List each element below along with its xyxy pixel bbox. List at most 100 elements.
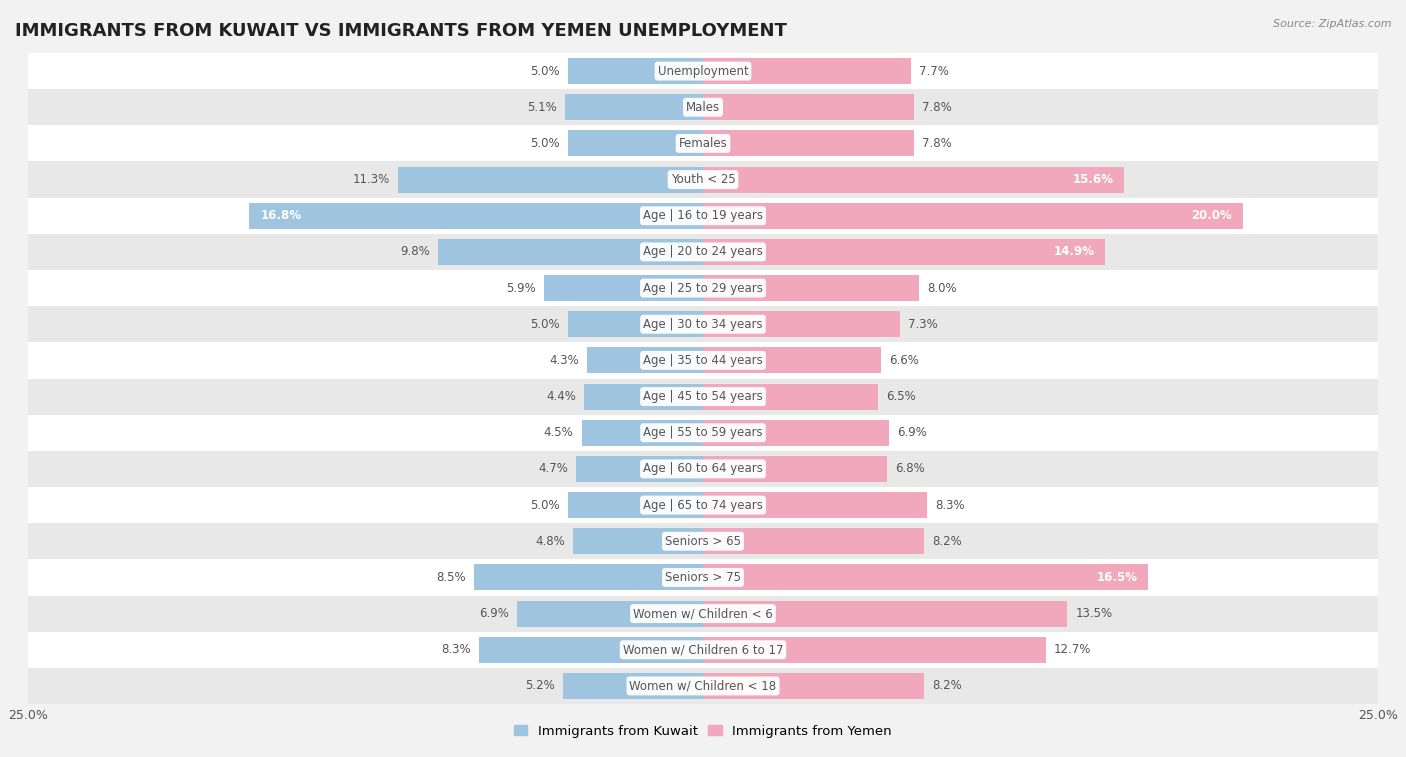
Bar bbox=[565, 94, 703, 120]
Legend: Immigrants from Kuwait, Immigrants from Yemen: Immigrants from Kuwait, Immigrants from … bbox=[509, 719, 897, 743]
Bar bbox=[28, 306, 1378, 342]
Text: 7.7%: 7.7% bbox=[920, 64, 949, 77]
Text: 8.3%: 8.3% bbox=[935, 499, 965, 512]
Bar bbox=[703, 565, 1149, 590]
Text: Source: ZipAtlas.com: Source: ZipAtlas.com bbox=[1274, 19, 1392, 29]
Bar bbox=[517, 600, 703, 627]
Text: 20.0%: 20.0% bbox=[1191, 209, 1232, 223]
Bar bbox=[703, 94, 914, 120]
Bar bbox=[703, 239, 1105, 265]
Text: 5.1%: 5.1% bbox=[527, 101, 557, 114]
Text: Women w/ Children < 6: Women w/ Children < 6 bbox=[633, 607, 773, 620]
Text: Seniors > 75: Seniors > 75 bbox=[665, 571, 741, 584]
Text: Age | 35 to 44 years: Age | 35 to 44 years bbox=[643, 354, 763, 367]
Text: 7.8%: 7.8% bbox=[922, 137, 952, 150]
Bar bbox=[28, 415, 1378, 451]
Bar bbox=[28, 234, 1378, 270]
Text: 9.8%: 9.8% bbox=[401, 245, 430, 258]
Text: Age | 65 to 74 years: Age | 65 to 74 years bbox=[643, 499, 763, 512]
Bar bbox=[582, 419, 703, 446]
Bar bbox=[703, 167, 1125, 192]
Bar bbox=[28, 523, 1378, 559]
Text: 16.5%: 16.5% bbox=[1097, 571, 1137, 584]
Bar bbox=[28, 487, 1378, 523]
Text: 8.2%: 8.2% bbox=[932, 534, 962, 548]
Bar bbox=[28, 559, 1378, 596]
Bar bbox=[703, 347, 882, 373]
Text: 4.4%: 4.4% bbox=[547, 390, 576, 403]
Bar bbox=[703, 528, 924, 554]
Bar bbox=[568, 311, 703, 338]
Bar bbox=[28, 631, 1378, 668]
Text: 4.8%: 4.8% bbox=[536, 534, 565, 548]
Text: Women w/ Children 6 to 17: Women w/ Children 6 to 17 bbox=[623, 643, 783, 656]
Bar bbox=[28, 126, 1378, 161]
Text: 5.0%: 5.0% bbox=[530, 137, 560, 150]
Text: 5.0%: 5.0% bbox=[530, 318, 560, 331]
Text: Age | 55 to 59 years: Age | 55 to 59 years bbox=[643, 426, 763, 439]
Text: 8.2%: 8.2% bbox=[932, 680, 962, 693]
Text: Males: Males bbox=[686, 101, 720, 114]
Bar bbox=[585, 384, 703, 410]
Bar bbox=[703, 456, 887, 482]
Bar bbox=[703, 384, 879, 410]
Text: Age | 45 to 54 years: Age | 45 to 54 years bbox=[643, 390, 763, 403]
Text: 16.8%: 16.8% bbox=[260, 209, 301, 223]
Text: Age | 30 to 34 years: Age | 30 to 34 years bbox=[643, 318, 763, 331]
Text: 8.5%: 8.5% bbox=[436, 571, 465, 584]
Bar bbox=[568, 58, 703, 84]
Text: Age | 16 to 19 years: Age | 16 to 19 years bbox=[643, 209, 763, 223]
Text: IMMIGRANTS FROM KUWAIT VS IMMIGRANTS FROM YEMEN UNEMPLOYMENT: IMMIGRANTS FROM KUWAIT VS IMMIGRANTS FRO… bbox=[14, 22, 786, 40]
Text: 5.9%: 5.9% bbox=[506, 282, 536, 294]
Text: 5.0%: 5.0% bbox=[530, 499, 560, 512]
Bar bbox=[703, 203, 1243, 229]
Text: 11.3%: 11.3% bbox=[353, 173, 389, 186]
Bar bbox=[703, 673, 924, 699]
Bar bbox=[479, 637, 703, 663]
Text: 6.9%: 6.9% bbox=[897, 426, 927, 439]
Bar bbox=[576, 456, 703, 482]
Bar bbox=[28, 342, 1378, 378]
Text: 4.7%: 4.7% bbox=[538, 463, 568, 475]
Bar bbox=[28, 161, 1378, 198]
Text: Seniors > 65: Seniors > 65 bbox=[665, 534, 741, 548]
Bar bbox=[568, 130, 703, 157]
Bar bbox=[703, 492, 927, 518]
Bar bbox=[28, 89, 1378, 126]
Text: 15.6%: 15.6% bbox=[1073, 173, 1114, 186]
Text: Youth < 25: Youth < 25 bbox=[671, 173, 735, 186]
Bar bbox=[703, 58, 911, 84]
Bar bbox=[28, 53, 1378, 89]
Text: 12.7%: 12.7% bbox=[1054, 643, 1091, 656]
Text: Age | 20 to 24 years: Age | 20 to 24 years bbox=[643, 245, 763, 258]
Bar bbox=[703, 600, 1067, 627]
Bar bbox=[474, 565, 703, 590]
Bar bbox=[28, 451, 1378, 487]
Bar bbox=[28, 270, 1378, 306]
Bar bbox=[703, 311, 900, 338]
Bar bbox=[703, 275, 920, 301]
Text: 6.6%: 6.6% bbox=[889, 354, 920, 367]
Text: 14.9%: 14.9% bbox=[1053, 245, 1094, 258]
Text: 4.3%: 4.3% bbox=[550, 354, 579, 367]
Bar bbox=[28, 596, 1378, 631]
Text: Females: Females bbox=[679, 137, 727, 150]
Bar bbox=[544, 275, 703, 301]
Bar bbox=[28, 378, 1378, 415]
Bar bbox=[249, 203, 703, 229]
Bar bbox=[398, 167, 703, 192]
Bar bbox=[562, 673, 703, 699]
Text: Women w/ Children < 18: Women w/ Children < 18 bbox=[630, 680, 776, 693]
Bar bbox=[28, 198, 1378, 234]
Text: Unemployment: Unemployment bbox=[658, 64, 748, 77]
Bar bbox=[28, 668, 1378, 704]
Text: 5.0%: 5.0% bbox=[530, 64, 560, 77]
Bar bbox=[703, 637, 1046, 663]
Text: 6.5%: 6.5% bbox=[887, 390, 917, 403]
Bar bbox=[703, 419, 889, 446]
Text: 5.2%: 5.2% bbox=[524, 680, 554, 693]
Text: 13.5%: 13.5% bbox=[1076, 607, 1112, 620]
Text: 7.8%: 7.8% bbox=[922, 101, 952, 114]
Text: 6.9%: 6.9% bbox=[479, 607, 509, 620]
Text: 8.3%: 8.3% bbox=[441, 643, 471, 656]
